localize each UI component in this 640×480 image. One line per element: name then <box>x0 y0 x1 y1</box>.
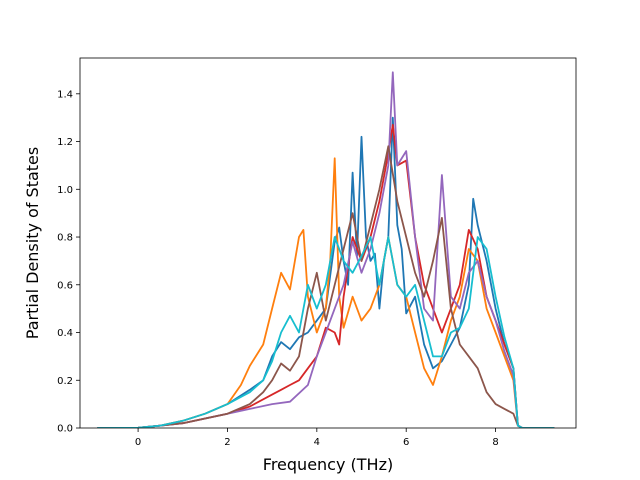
x-axis-ticks: 0 2 4 6 8 <box>135 428 499 448</box>
y-axis-label: Partial Density of States <box>23 147 42 339</box>
series-line-1 <box>97 116 555 428</box>
series-line-5 <box>97 145 555 428</box>
series-layer <box>97 71 555 428</box>
x-tick-label: 4 <box>314 437 320 448</box>
series-line-4 <box>97 71 555 428</box>
x-tick-label: 6 <box>403 437 409 448</box>
y-tick-label: 1.0 <box>57 185 73 196</box>
y-tick-label: 1.2 <box>57 137 73 148</box>
y-tick-label: 0.4 <box>57 328 73 339</box>
x-tick-label: 2 <box>224 437 230 448</box>
y-tick-label: 0.0 <box>57 424 73 435</box>
x-axis-label: Frequency (THz) <box>263 455 393 474</box>
y-tick-label: 0.8 <box>57 233 73 244</box>
x-tick-label: 0 <box>135 437 141 448</box>
y-tick-label: 0.6 <box>57 280 73 291</box>
series-line-6 <box>97 236 555 428</box>
y-tick-label: 0.2 <box>57 376 73 387</box>
x-tick-label: 8 <box>492 437 498 448</box>
y-tick-label: 1.4 <box>57 89 73 100</box>
plot-frame <box>79 57 577 429</box>
y-axis-ticks: 0.0 0.2 0.4 0.6 0.8 1.0 1.2 1.4 <box>57 89 80 435</box>
series-line-3 <box>97 123 555 428</box>
plot-background <box>80 58 576 428</box>
